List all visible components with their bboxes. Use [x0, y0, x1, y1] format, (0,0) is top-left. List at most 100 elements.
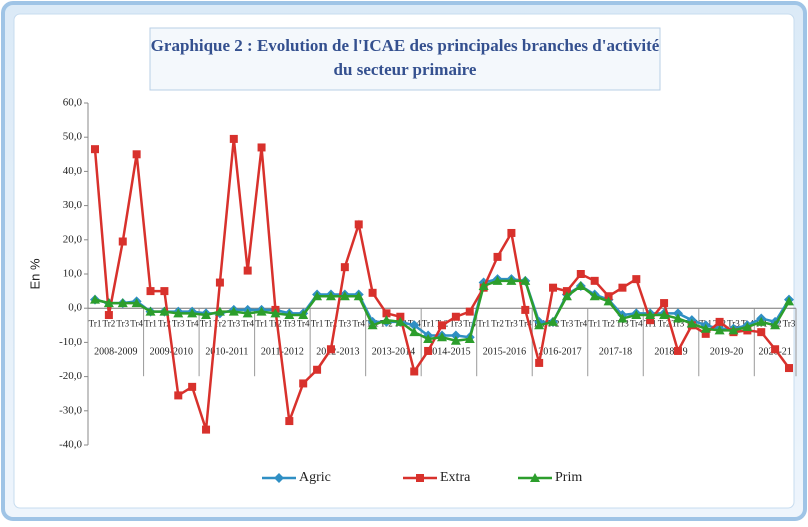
point: [742, 322, 753, 332]
point: [326, 345, 335, 354]
point: [604, 292, 613, 301]
x-tick-label: Tr3: [450, 318, 463, 328]
point: [784, 296, 794, 306]
point: [450, 335, 461, 345]
group-label: 2013-2014: [372, 346, 415, 357]
x-tick-label: Tr3: [338, 318, 351, 328]
point: [672, 313, 683, 323]
group-label: 2017-18: [599, 346, 632, 357]
point: [464, 333, 475, 343]
group-label: 2014-2015: [427, 346, 470, 357]
point: [617, 313, 628, 323]
point: [396, 312, 405, 321]
point: [284, 310, 295, 320]
x-tick-label: Tr3: [727, 318, 740, 328]
legend-label: Agric: [299, 470, 331, 485]
point: [381, 315, 392, 325]
x-tick-label: Tr2: [103, 318, 116, 328]
x-tick-label: Tr4: [463, 318, 476, 328]
point: [618, 283, 627, 292]
point: [187, 308, 198, 318]
point: [90, 294, 100, 304]
x-tick-label: Tr3: [672, 318, 685, 328]
point: [437, 332, 447, 342]
point: [534, 320, 545, 330]
point: [299, 379, 308, 388]
point: [492, 275, 503, 285]
point: [131, 298, 142, 308]
point: [561, 291, 572, 301]
x-tick-label: Tr2: [491, 318, 504, 328]
point: [313, 365, 322, 374]
group-label: 2016-2017: [538, 346, 581, 357]
chart-title: du secteur primaire: [334, 60, 477, 79]
group-label: 2010-2011: [205, 346, 248, 357]
y-tick-label: -20,0: [59, 370, 82, 382]
x-tick-label: Tr3: [616, 318, 629, 328]
y-axis-label: En %: [27, 258, 42, 290]
point: [785, 364, 793, 373]
group-label: 2012-2013: [316, 346, 359, 357]
point: [242, 308, 253, 318]
point: [700, 323, 711, 333]
point: [159, 306, 170, 316]
point: [353, 291, 364, 301]
point: [416, 474, 424, 482]
point: [631, 310, 642, 320]
point: [632, 275, 641, 284]
point: [298, 310, 309, 320]
point: [285, 417, 294, 426]
point: [132, 150, 141, 159]
group-label: 2019-20: [710, 346, 743, 357]
point: [354, 220, 363, 229]
x-tick-label: Tr4: [186, 318, 199, 328]
y-tick-label: -40,0: [59, 439, 82, 451]
x-tick-label: Tr4: [297, 318, 310, 328]
x-tick-label: Tr3: [227, 318, 240, 328]
point: [173, 308, 184, 318]
point: [215, 278, 224, 287]
x-tick-label: Tr3: [283, 318, 296, 328]
chart-title: Graphique 2 : Evolution de l'ICAE des pr…: [151, 36, 660, 55]
legend-label: Extra: [440, 470, 471, 485]
x-tick-label: Tr3: [561, 318, 574, 328]
point: [174, 391, 183, 400]
title-box: [149, 27, 661, 91]
point: [395, 316, 406, 326]
y-tick-label: 0,0: [68, 302, 82, 314]
point: [521, 305, 530, 314]
point: [160, 287, 169, 296]
point: [201, 310, 212, 320]
x-tick-label: Tr4: [519, 318, 532, 328]
x-tick-label: Tr1: [255, 318, 268, 328]
x-tick-label: Tr2: [158, 318, 171, 328]
y-tick-label: 40,0: [63, 165, 83, 177]
point: [118, 237, 127, 246]
point: [367, 320, 378, 330]
point: [270, 308, 281, 318]
point: [409, 320, 420, 331]
y-tick-label: 30,0: [63, 199, 83, 211]
x-tick-label: Tr4: [241, 318, 254, 328]
x-tick-label: Tr3: [172, 318, 185, 328]
x-tick-label: Tr1: [144, 318, 157, 328]
point: [549, 283, 558, 292]
point: [715, 317, 724, 326]
point: [770, 320, 781, 330]
x-tick-label: Tr2: [325, 318, 338, 328]
plot-background: [13, 13, 795, 509]
point: [424, 346, 433, 355]
x-tick-label: Tr3: [505, 318, 518, 328]
point: [646, 316, 655, 325]
point: [368, 288, 377, 297]
legend-label: Prim: [555, 470, 582, 485]
x-tick-label: Tr2: [214, 318, 227, 328]
point: [409, 327, 420, 337]
point: [146, 287, 155, 296]
point: [229, 134, 238, 143]
point: [451, 312, 460, 321]
point: [548, 316, 559, 326]
point: [714, 325, 725, 335]
point: [423, 333, 434, 343]
